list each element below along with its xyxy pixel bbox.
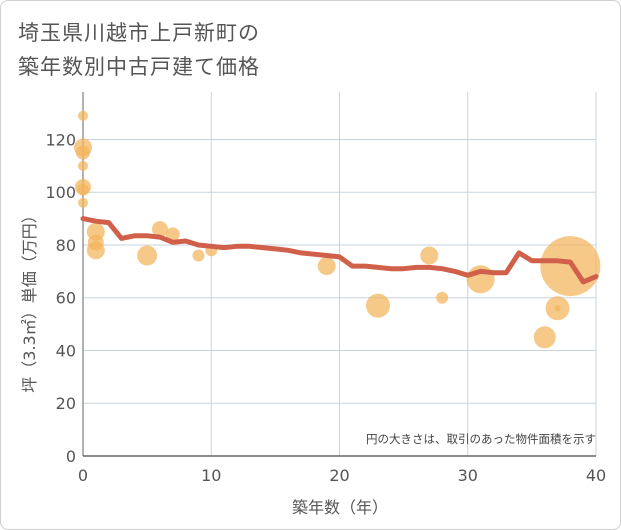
bubble-point [165,227,180,242]
x-tick-label: 0 [78,466,88,485]
chart-title-line-1: 埼玉県川越市上戸新町の [18,21,260,45]
bubble-point [192,249,205,262]
bubble-point [317,257,336,276]
x-tick-label: 40 [586,466,606,485]
bubble-point [533,326,556,349]
bubble-point [78,110,88,121]
average-price-line [80,216,599,285]
y-tick-label: 60 [56,289,76,308]
average-line-series [80,216,599,285]
y-tick-label: 80 [56,236,76,255]
bubble-point [554,305,561,312]
x-tick-label: 10 [201,466,221,485]
bubble-point [420,246,439,265]
y-tick-label: 40 [56,341,76,360]
bubble-point [78,197,88,208]
bubble-point [151,221,168,238]
bubble-point [78,160,88,171]
bubble-point [365,293,390,318]
y-tick-label: 20 [56,394,76,413]
y-axis-label: 坪（3.3㎡）単価（万円） [20,207,39,392]
bubble-point [137,245,158,266]
chart-title-line-2: 築年数別中古戸建て価格 [18,55,260,79]
bubble-point [436,291,449,304]
grid-lines [83,92,597,456]
tick-labels: 0 10 20 30 40 0 20 40 60 80 100 120 [45,130,606,485]
x-tick-label: 30 [458,466,478,485]
y-tick-label: 120 [45,130,76,149]
bubble-point [86,241,105,260]
chart-title: 埼玉県川越市上戸新町の 築年数別中古戸建て価格 [18,16,438,84]
y-tick-label: 100 [45,183,76,202]
bubble-size-note: 円の大きさは、取引のあった物件面積を示す [366,432,596,446]
bubble-series [74,110,601,349]
bubble-point [76,145,90,160]
x-axis-label: 築年数（年） [292,498,388,517]
bubble-point [77,183,89,196]
x-tick-label: 20 [329,466,349,485]
y-tick-label: 0 [66,447,76,466]
